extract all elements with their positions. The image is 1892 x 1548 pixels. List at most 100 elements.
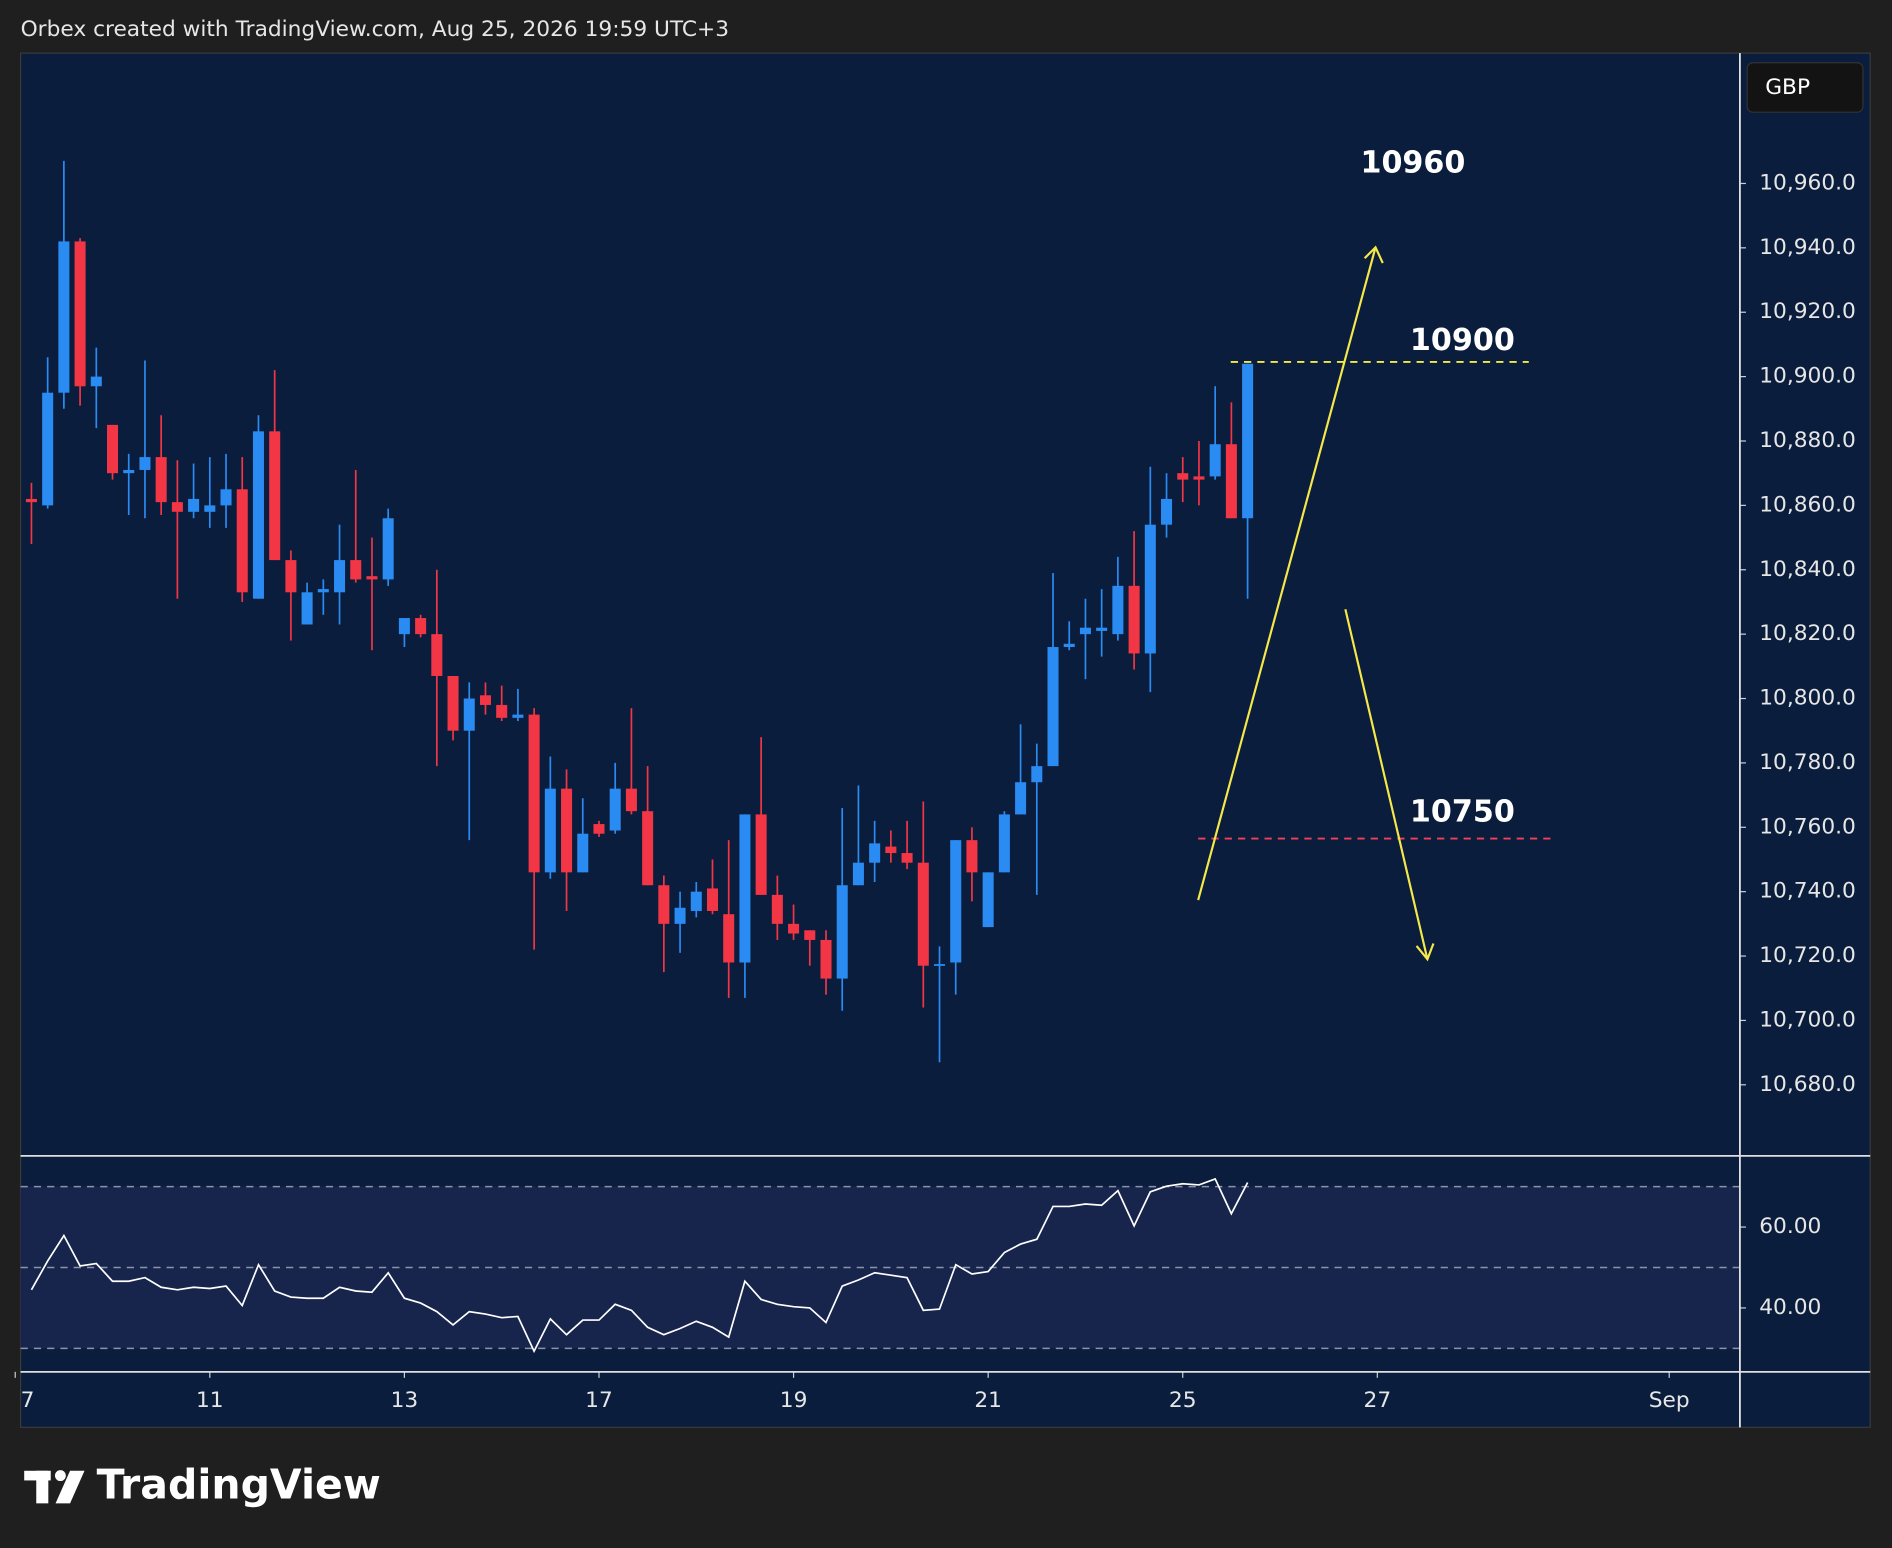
candle-body <box>171 502 183 512</box>
candle-body <box>885 846 897 854</box>
x-tick-label: 21 <box>974 1388 1002 1413</box>
candle-body <box>804 930 816 940</box>
candle-body <box>415 618 427 635</box>
x-tick-label: 27 <box>1364 1388 1392 1413</box>
y-tick-label: 10,780.0 <box>1759 750 1856 775</box>
annotation: 10900 <box>1410 323 1515 358</box>
y-tick-label: 10,800.0 <box>1759 686 1856 711</box>
candle-body <box>544 788 556 873</box>
candle-body <box>1047 647 1059 767</box>
candle-body <box>706 888 719 911</box>
candle-body <box>155 457 167 503</box>
candle-body <box>836 885 848 979</box>
candle-body <box>950 840 962 963</box>
y-tick-label: 10,700.0 <box>1759 1007 1856 1032</box>
x-tick-label: 13 <box>391 1388 419 1413</box>
y-tick-label: 10,820.0 <box>1759 621 1856 646</box>
candle-body <box>982 872 994 928</box>
candle-body <box>188 498 200 512</box>
candle-body <box>642 811 654 886</box>
y-tick-label: 10,860.0 <box>1759 492 1856 517</box>
y-tick-label: 10,760.0 <box>1759 814 1856 839</box>
x-tick-label: 19 <box>780 1388 808 1413</box>
candle-body <box>625 788 637 812</box>
candle-body <box>1128 585 1140 654</box>
currency-button[interactable] <box>1746 62 1864 113</box>
candle-body <box>382 518 394 580</box>
x-tick-label: 7 <box>21 1388 35 1413</box>
y-tick-label: 10,680.0 <box>1759 1072 1856 1097</box>
candle-body <box>252 431 264 599</box>
candle-body <box>431 634 443 676</box>
candle-body <box>25 498 37 503</box>
x-tick-label: Sep <box>1649 1388 1690 1413</box>
candle-body <box>123 469 135 474</box>
y-tick-label: 10,960.0 <box>1759 170 1856 195</box>
candle-body <box>1242 363 1254 519</box>
candle-body <box>1193 476 1205 480</box>
candle-body <box>1031 766 1043 783</box>
candle-body <box>58 241 70 393</box>
candle-body <box>1063 643 1075 648</box>
candle-body <box>820 939 832 979</box>
x-tick-label: 17 <box>585 1388 613 1413</box>
arrow-head <box>1415 943 1435 962</box>
logo-icon <box>24 1470 85 1504</box>
candle-body <box>317 589 329 593</box>
candle-body <box>788 923 800 934</box>
candle-body <box>869 843 881 863</box>
candle-body <box>42 392 54 506</box>
candle-body <box>1209 444 1221 477</box>
candle-body <box>1144 524 1156 654</box>
candle-body <box>479 695 491 705</box>
candle-body <box>998 814 1010 873</box>
candle-body <box>204 505 216 512</box>
candle-body <box>301 592 313 625</box>
y-tick-label: 10,940.0 <box>1759 235 1856 260</box>
rsi-line <box>30 1177 1249 1354</box>
candle-body <box>593 824 605 834</box>
candle-body <box>755 814 767 895</box>
candle-body <box>1225 444 1237 519</box>
candle-body <box>528 714 540 873</box>
candle-body <box>966 840 978 873</box>
candle-body <box>463 698 475 731</box>
currency-label[interactable]: GBP <box>1765 75 1810 100</box>
candle-body <box>1177 473 1189 480</box>
y-tick-label: 60.00 <box>1759 1214 1821 1239</box>
candle-body <box>690 891 702 911</box>
candle-body <box>771 894 783 924</box>
candle-body <box>236 489 248 593</box>
candle-body <box>917 862 929 966</box>
candle-body <box>1161 498 1173 525</box>
y-tick-label: 10,900.0 <box>1759 364 1856 389</box>
candle-body <box>577 833 589 873</box>
candle-body <box>901 853 913 863</box>
candle-body <box>496 704 508 718</box>
x-tick-label: 11 <box>196 1388 224 1413</box>
arrow-head <box>1363 245 1384 264</box>
rsi-band <box>20 1186 1740 1349</box>
header: Orbex created with TradingView.com, Aug … <box>21 17 729 42</box>
annotation: 10960 <box>1360 146 1465 181</box>
y-tick-label: 10,840.0 <box>1759 557 1856 582</box>
y-tick-label: 10,740.0 <box>1759 879 1856 904</box>
candle-body <box>512 714 524 718</box>
candle-body <box>447 675 459 731</box>
candle-body <box>139 457 151 470</box>
candle-body <box>366 576 378 580</box>
candle-body <box>658 885 670 924</box>
arrow <box>1344 609 1429 960</box>
x-tick-label: 25 <box>1169 1388 1197 1413</box>
candle-body <box>334 560 346 593</box>
logo-text: TradingView <box>97 1461 381 1509</box>
candle-body <box>933 964 946 966</box>
candle-body <box>1112 585 1124 635</box>
y-tick-label: 10,880.0 <box>1759 428 1856 453</box>
candle-body <box>285 560 297 593</box>
candle-body <box>90 376 102 387</box>
y-tick-label: 10,920.0 <box>1759 299 1856 324</box>
candle-body <box>723 914 735 963</box>
candle-body <box>398 618 410 635</box>
